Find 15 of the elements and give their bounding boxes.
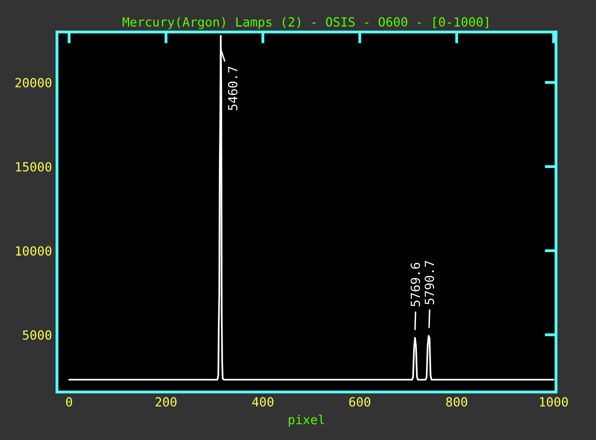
annotation: 5790.7 (424, 260, 434, 304)
y-tick-label: 5000 (22, 330, 52, 340)
y-tick-label: 20000 (15, 78, 52, 88)
x-tick-label: 400 (252, 397, 274, 407)
y-tick-label: 15000 (16, 162, 52, 172)
x-tick-label: 600 (349, 397, 370, 407)
x-tick-label: 0 (66, 397, 72, 407)
x-tick-label: 200 (156, 397, 176, 407)
annotation: 5769.6 (410, 262, 420, 306)
x-tick-label: 800 (446, 397, 468, 407)
annotation: 5460.7 (228, 66, 238, 110)
chart-title: Mercury(Argon) Lamps (2) - OSIS - O600 - [0-1000] (122, 16, 488, 30)
y-tick-label: 10000 (16, 246, 52, 256)
x-tick-label: 1000 (540, 397, 568, 407)
x-axis-title: pixel (288, 414, 324, 427)
